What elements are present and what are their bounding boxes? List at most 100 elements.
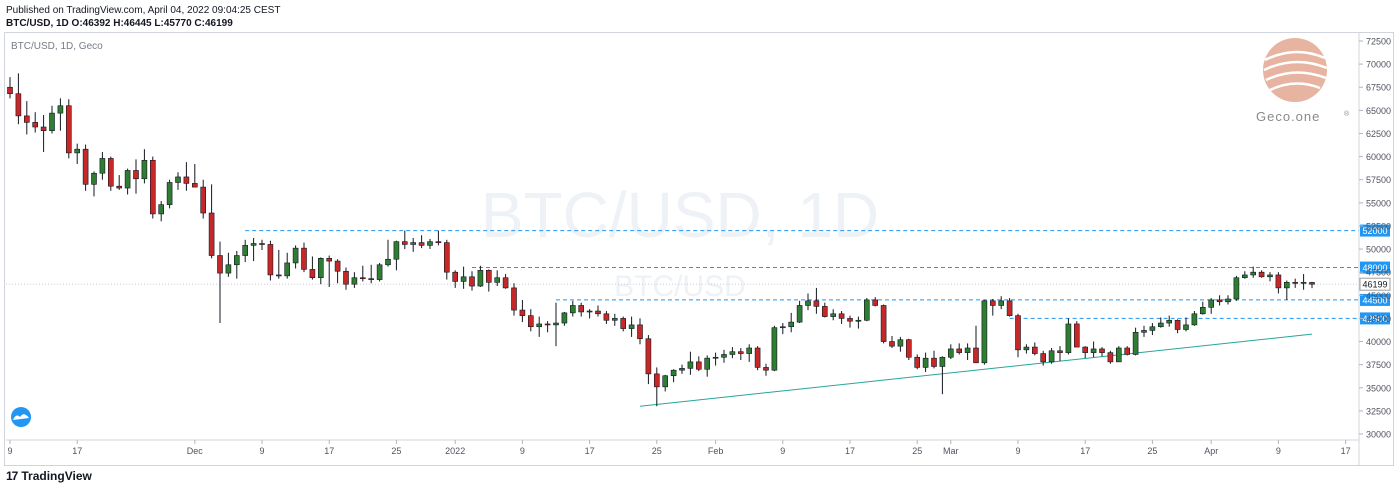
candle-body [183,176,190,184]
x-tick-label: 9 [7,446,12,456]
geco-globe-icon [1263,38,1328,102]
candle [368,264,375,284]
candle [1040,350,1046,366]
candle [343,267,349,290]
candle-body [66,105,72,154]
candle-body [1216,299,1223,303]
candle [410,237,417,252]
candle [1258,270,1265,278]
candle-body [334,260,341,272]
candle [586,309,593,319]
candle [1208,298,1214,314]
candle-body [385,258,391,266]
candle [821,302,828,318]
candle [872,297,879,307]
candle-body [267,244,274,276]
y-tick-label: 52500 [1366,221,1391,231]
candle [49,105,55,134]
candle-body [998,300,1005,306]
candle [788,312,795,333]
candle [1267,272,1273,282]
candle-body [821,306,828,317]
candle [494,270,501,287]
time-axis[interactable]: 9 17 Dec 9 17 25 2022 9 17 25 Feb 9 17 25 Mar 9 17 25 Apr 9… [6,439,1359,456]
candle [981,299,988,365]
candle-body [23,115,30,123]
candle [947,344,954,360]
candle-body [939,356,946,367]
candle-body [679,368,685,371]
candle [679,364,685,374]
candle [1275,272,1282,294]
candle-body [275,274,282,277]
candle [1082,346,1088,359]
candle-body [931,357,937,367]
candle-body [813,300,820,307]
candle-body [1065,323,1072,353]
price-axis[interactable]: 30000 32500 35000 37500 40000 42500 45000 47500… [1358,33,1391,466]
candle-body [351,277,358,285]
candle-body [872,299,879,306]
candle [267,240,274,281]
candle-body [1023,346,1030,351]
candle [922,352,929,373]
candle-body [15,93,22,117]
candle [359,265,366,282]
candle-body [200,186,206,214]
candle [225,252,232,277]
candle-body [359,277,366,280]
y-tick-label: 67500 [1366,83,1391,93]
candle [544,321,551,333]
candle [469,271,475,291]
candle [645,335,652,385]
candle-body [1174,319,1181,330]
candle-body [124,170,131,189]
candle-body [1275,274,1282,289]
candle-body [578,305,585,313]
candle-body [695,361,702,370]
candle [662,374,669,392]
candle [334,259,341,284]
candle [502,274,509,289]
candle-body [947,348,954,358]
candle [317,257,324,285]
candle [1284,280,1290,300]
legend-label: BTC/USD, 1D, Geco [11,41,103,52]
tradingview-logo-icon: 17 [6,469,18,483]
ohlc-readout: BTC/USD, 1D O:46392 H:46445 L:45770 C:46… [6,18,233,29]
candle [989,298,996,316]
candle-body [108,158,114,187]
candle-body [225,264,232,274]
candle [1183,317,1189,332]
candle [1174,319,1181,334]
candle [931,350,937,369]
trendline[interactable] [639,333,1313,407]
candle [393,240,400,271]
candle [1023,344,1030,354]
x-tick-label: 17 [324,446,334,456]
candle [1032,342,1038,356]
candle-body [150,159,156,215]
candle [527,309,534,332]
x-tick-label: 9 [1276,446,1281,456]
candle-body [662,375,669,388]
candle-body [1132,331,1139,355]
candle [847,315,853,328]
candle-body [1191,313,1198,326]
candle-body [687,361,694,369]
candle [259,239,265,250]
support-trendline[interactable] [639,333,1313,407]
y-tick-label: 37500 [1366,360,1391,370]
candle [477,265,484,287]
candle-body [653,373,660,388]
candle [553,302,559,347]
geco-registered-mark: ® [1344,110,1350,118]
candle [771,325,778,372]
candle-body [217,255,223,274]
tradingview-badge-icon[interactable] [11,407,31,427]
candle [1166,315,1172,327]
candle [15,73,22,125]
candle-body [242,245,248,256]
candle [1191,311,1198,326]
